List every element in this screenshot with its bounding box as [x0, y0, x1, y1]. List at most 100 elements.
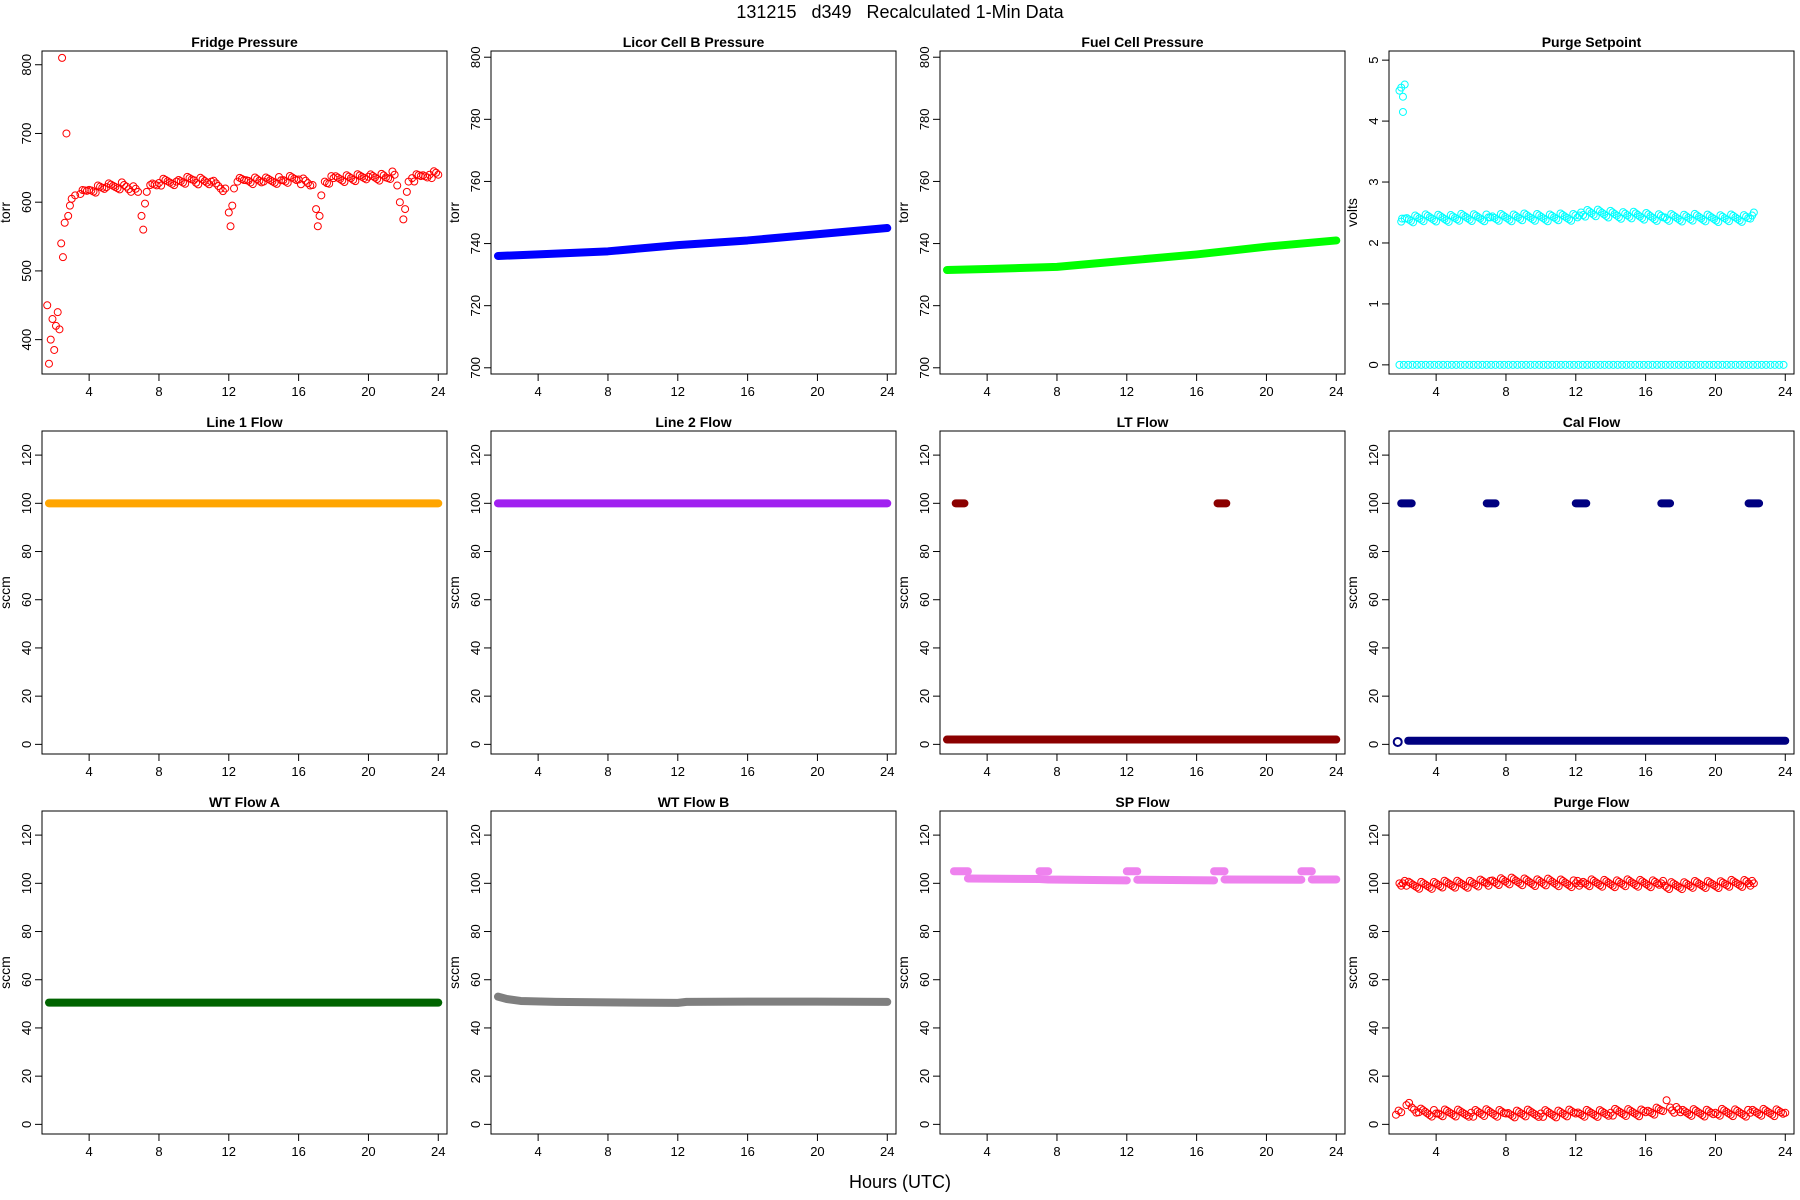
data-point	[1596, 360, 1605, 369]
panel-7: Cal Flow 4 8 12 16 20 24 0 20 40 60 80 100 120 sccm	[1344, 414, 1795, 779]
y-tick-label: 700	[468, 357, 483, 379]
data-point	[104, 179, 113, 188]
y-tick-label: 800	[917, 46, 932, 68]
y-tick-label: 600	[19, 191, 34, 213]
data-point	[1696, 360, 1705, 369]
data-point	[1654, 210, 1663, 219]
y-tick-label: 740	[468, 233, 483, 255]
data-point	[1476, 875, 1485, 884]
data-point	[1683, 360, 1692, 369]
data-point	[1450, 213, 1459, 222]
x-tick-label: 4	[984, 384, 991, 399]
data-point	[1421, 360, 1430, 369]
x-tick-label: 8	[1502, 764, 1509, 779]
data-point	[1644, 360, 1653, 369]
data-point	[1626, 360, 1635, 369]
x-tick-label: 20	[1708, 384, 1722, 399]
data-point	[1742, 877, 1751, 886]
data-point	[1547, 211, 1556, 220]
y-tick-label: 4	[1366, 117, 1381, 124]
data-point	[1748, 1105, 1757, 1114]
data-point	[325, 179, 334, 188]
y-tick-label: 3	[1366, 178, 1381, 185]
data-band	[942, 236, 1341, 274]
data-point	[183, 172, 192, 181]
data-point	[178, 178, 187, 187]
data-point	[1434, 1109, 1443, 1118]
data-point	[1434, 880, 1443, 889]
data-point	[218, 187, 227, 196]
data-point	[1685, 1110, 1694, 1119]
data-point	[1526, 360, 1535, 369]
data-point	[1482, 360, 1491, 369]
data-point	[1558, 210, 1567, 219]
panel-title: WT Flow B	[658, 794, 730, 810]
y-tick-label: 20	[19, 1069, 34, 1083]
y-axis-label: sccm	[1344, 576, 1360, 609]
data-point	[1495, 360, 1504, 369]
data-point	[1692, 360, 1701, 369]
data-point	[1469, 360, 1478, 369]
y-tick-label: 2	[1366, 239, 1381, 246]
data-point	[1608, 881, 1617, 890]
data-point	[1539, 360, 1548, 369]
data-point	[342, 171, 351, 180]
data-point	[1508, 1111, 1517, 1120]
x-tick-label: 8	[155, 764, 162, 779]
data-point	[351, 177, 360, 186]
y-tick-label: 760	[468, 171, 483, 193]
data-point	[312, 205, 321, 214]
x-tick-label: 24	[1778, 384, 1792, 399]
data-point	[1723, 881, 1732, 890]
x-tick-label: 12	[671, 764, 685, 779]
data-point	[1722, 215, 1731, 224]
data-point	[1631, 881, 1640, 890]
data-point	[1505, 215, 1514, 224]
data-point	[1522, 360, 1531, 369]
x-tick-label: 16	[1189, 764, 1203, 779]
data-point	[1670, 360, 1679, 369]
data-point	[1391, 1110, 1400, 1119]
data-point	[1429, 877, 1438, 886]
data-point	[1680, 878, 1689, 887]
y-tick-label: 40	[468, 641, 483, 655]
x-tick-label: 4	[1433, 384, 1440, 399]
data-point	[1405, 1098, 1414, 1107]
data-point	[1439, 360, 1448, 369]
x-tick-label: 20	[1259, 384, 1273, 399]
y-tick-label: 0	[917, 1121, 932, 1128]
panel-1: Licor Cell B Pressure 4 8 12 16 20 24 700 720 740…	[446, 34, 897, 399]
data-point	[1755, 1110, 1764, 1119]
data-point	[1720, 879, 1729, 888]
x-tick-label: 4	[535, 1144, 542, 1159]
data-point	[1543, 1107, 1552, 1116]
data-point	[1412, 360, 1421, 369]
panel-title: Purge Setpoint	[1542, 34, 1642, 50]
data-point	[1653, 879, 1662, 888]
data-point	[1629, 879, 1638, 888]
y-tick-label: 20	[1366, 689, 1381, 703]
data-point	[1768, 1110, 1777, 1119]
data-point	[168, 179, 177, 188]
x-tick-label: 20	[1259, 1144, 1273, 1159]
data-point	[1712, 216, 1721, 225]
data-point	[1703, 877, 1712, 886]
x-tick-label: 20	[361, 384, 375, 399]
x-tick-label: 16	[1189, 1144, 1203, 1159]
data-point	[301, 176, 310, 185]
data-point	[1460, 1109, 1469, 1118]
data-point	[1650, 1110, 1659, 1119]
data-point	[1478, 360, 1487, 369]
data-point	[1534, 1112, 1543, 1121]
x-tick-label: 12	[1120, 764, 1134, 779]
y-axis-label: sccm	[895, 576, 911, 609]
y-tick-label: 100	[19, 872, 34, 894]
data-point	[1513, 360, 1522, 369]
plot-frame	[490, 810, 897, 1135]
data-point	[360, 174, 369, 183]
y-axis-label: sccm	[1344, 956, 1360, 989]
data-point	[1447, 1109, 1456, 1118]
data-band	[1133, 875, 1219, 885]
data-point	[388, 167, 397, 176]
y-tick-label: 0	[1366, 1121, 1381, 1128]
